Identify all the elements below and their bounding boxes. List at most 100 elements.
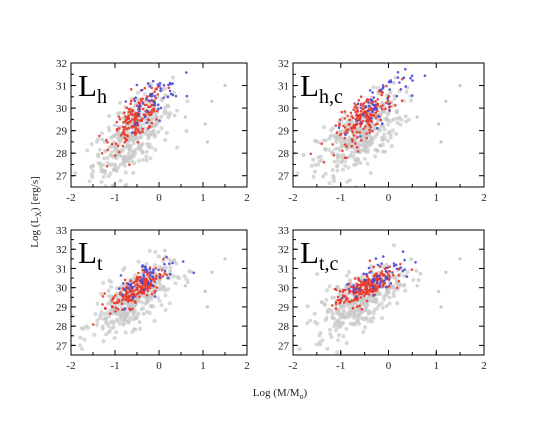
data-point-series-0 xyxy=(355,157,360,161)
y-tick-label: 29 xyxy=(278,302,290,314)
data-point-series-2 xyxy=(355,287,359,290)
data-point-series-0 xyxy=(391,294,396,299)
data-point-series-1 xyxy=(348,300,352,304)
data-point-series-2 xyxy=(152,268,155,272)
data-point-series-0 xyxy=(146,136,151,141)
data-point-series-1 xyxy=(135,112,139,116)
data-point-series-1 xyxy=(394,103,397,107)
data-point-series-1 xyxy=(346,114,350,118)
data-point-series-1 xyxy=(117,115,121,118)
data-point-series-0 xyxy=(328,331,333,336)
data-point-outlier xyxy=(183,115,187,119)
data-point-series-0 xyxy=(362,141,367,146)
data-point-series-0 xyxy=(326,147,331,152)
data-point-series-0 xyxy=(390,284,395,289)
y-tick-label: 30 xyxy=(56,283,68,295)
data-point-series-0 xyxy=(341,167,345,172)
y-tick-label: 32 xyxy=(278,58,289,70)
data-point-series-0 xyxy=(379,301,384,306)
data-point-outlier xyxy=(444,99,448,103)
data-point-series-0 xyxy=(342,139,347,144)
data-point-series-0 xyxy=(344,273,349,278)
panel-label-main: L xyxy=(300,68,319,103)
data-point-series-0 xyxy=(362,138,367,143)
data-point-series-1 xyxy=(349,111,353,115)
data-point-series-1 xyxy=(368,259,372,263)
x-tick-label: -1 xyxy=(336,360,345,372)
data-point-series-2 xyxy=(151,79,155,83)
data-point-series-1 xyxy=(343,136,347,140)
data-point-series-0 xyxy=(352,309,357,314)
data-point-series-1 xyxy=(374,272,378,276)
data-point-series-1 xyxy=(359,296,363,299)
data-point-series-2 xyxy=(181,260,185,263)
data-point-series-0 xyxy=(384,304,389,308)
data-point-series-0 xyxy=(342,303,347,308)
data-point-series-0 xyxy=(318,342,323,347)
data-point-series-1 xyxy=(352,299,356,302)
data-point-series-2 xyxy=(149,279,153,283)
data-point-series-1 xyxy=(372,113,376,117)
data-point-series-2 xyxy=(150,93,153,96)
data-point-outlier xyxy=(210,99,214,103)
data-point-series-0 xyxy=(334,311,339,316)
data-point-series-0 xyxy=(309,163,314,168)
data-point-series-1 xyxy=(379,272,383,275)
data-point-series-1 xyxy=(141,97,144,100)
data-point-series-1 xyxy=(147,118,151,122)
data-point-series-1 xyxy=(338,122,341,126)
data-point-series-1 xyxy=(137,130,140,133)
points-group xyxy=(73,57,227,187)
data-point-series-2 xyxy=(380,122,384,125)
data-point-series-2 xyxy=(180,57,183,60)
data-point-series-0 xyxy=(387,295,392,300)
data-point-series-0 xyxy=(105,160,110,165)
data-point-series-0 xyxy=(116,165,121,170)
data-point-series-1 xyxy=(109,312,112,315)
y-tick-label: 27 xyxy=(278,340,290,352)
data-point-series-2 xyxy=(133,99,137,103)
x-axis-title: Log (M/Mo) xyxy=(253,387,308,401)
data-point-series-1 xyxy=(351,306,355,310)
data-point-series-1 xyxy=(359,95,363,98)
data-point-series-0 xyxy=(156,130,161,134)
data-point-series-1 xyxy=(128,290,131,294)
data-point-series-2 xyxy=(185,94,189,98)
data-point-series-0 xyxy=(131,141,136,146)
data-point-series-1 xyxy=(353,102,356,105)
data-point-series-1 xyxy=(334,300,338,304)
data-point-series-2 xyxy=(123,307,127,310)
data-point-series-2 xyxy=(141,102,145,105)
data-point-series-0 xyxy=(144,158,149,163)
data-point-series-1 xyxy=(376,98,380,101)
data-point-series-1 xyxy=(374,111,378,114)
data-point-series-0 xyxy=(116,309,121,314)
data-point-series-1 xyxy=(360,292,364,296)
data-point-series-0 xyxy=(110,319,115,324)
x-tick-label: 0 xyxy=(386,192,392,204)
data-point-series-0 xyxy=(321,125,326,130)
data-point-series-0 xyxy=(325,310,330,315)
data-point-series-0 xyxy=(297,347,302,352)
data-point-series-0 xyxy=(110,310,115,315)
data-point-series-0 xyxy=(311,157,316,162)
data-point-series-1 xyxy=(126,134,129,138)
data-point-series-1 xyxy=(355,284,359,287)
data-point-series-1 xyxy=(345,156,348,160)
data-point-series-1 xyxy=(160,268,164,272)
data-point-series-0 xyxy=(335,319,340,324)
y-tick-label: 28 xyxy=(56,148,68,160)
data-point-series-2 xyxy=(159,89,162,93)
data-point-series-1 xyxy=(322,161,326,164)
data-point-series-1 xyxy=(344,129,348,132)
data-point-series-1 xyxy=(131,112,134,116)
data-point-series-2 xyxy=(163,269,167,273)
data-point-series-1 xyxy=(374,283,377,287)
data-point-series-0 xyxy=(171,75,175,80)
data-point-series-1 xyxy=(332,153,336,157)
data-point-series-2 xyxy=(376,263,380,267)
data-point-series-2 xyxy=(121,282,125,285)
data-point-series-2 xyxy=(123,288,127,291)
data-point-series-0 xyxy=(358,143,363,148)
data-point-series-0 xyxy=(341,153,346,157)
